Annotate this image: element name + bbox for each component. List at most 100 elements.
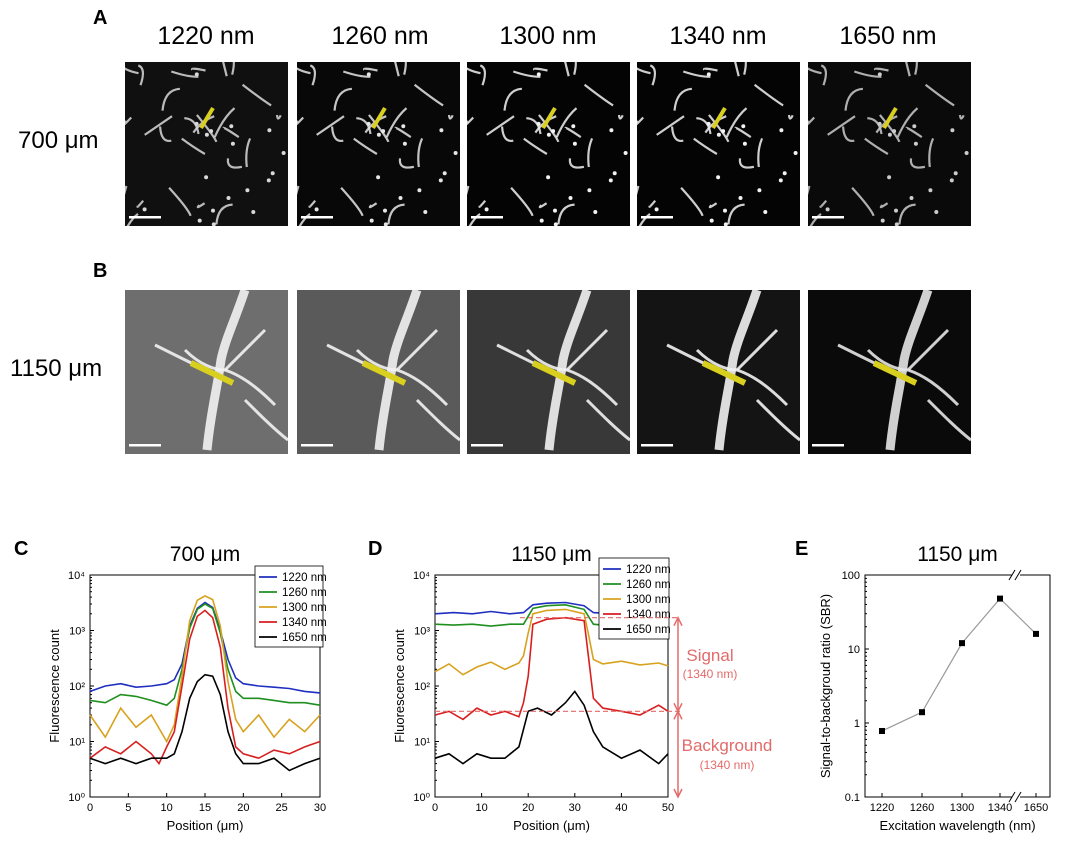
panel-label-b: B [93,260,108,282]
legend-entry: 1650 nm [626,624,671,636]
sbr-point [959,640,965,647]
sbr-point [879,727,885,734]
axis-break-mark [1014,791,1022,803]
chart-title: 1150 μm [917,543,998,566]
axis-break-mark [1014,569,1022,581]
series-line [89,601,321,694]
legend-entry: 1340 nm [282,617,327,629]
series-line [89,609,321,766]
column-header: 1220 nm [157,22,255,50]
y-tick-label: 10⁰ [68,792,85,804]
series-line [89,594,321,744]
x-axis-title: Position (μm) [513,818,590,833]
x-tick-label: 1340 [988,802,1012,814]
legend-entry: 1300 nm [626,594,671,606]
x-tick-label: 50 [662,802,674,814]
x-tick-label: 20 [237,802,249,814]
microscopy-image [125,290,288,454]
x-tick-label: 10 [161,802,173,814]
sbr-line [881,597,1037,732]
series-line [434,690,669,765]
column-header: 1340 nm [669,22,767,50]
x-tick-label: 5 [125,802,131,814]
series-line [89,603,321,707]
x-tick-label: 0 [87,802,93,814]
column-header: 1650 nm [839,22,937,50]
microscopy-image [808,290,971,454]
x-tick-label: 25 [276,802,288,814]
plot-frame [864,574,1051,798]
y-tick-label: 10 [848,644,860,656]
legend-entry: 1300 nm [282,602,327,614]
axis-break-mark [1008,569,1016,581]
y-tick-label: 100 [842,570,860,582]
sbr-point [919,709,925,716]
legend-entry: 1340 nm [626,609,671,621]
x-tick-label: 10 [475,802,487,814]
arrow-head [673,709,683,720]
y-tick-label: 10² [69,681,85,693]
background-sublabel: (1340 nm) [700,758,755,772]
y-axis-title: Fluorescence count [47,629,62,743]
legend-entry: 1260 nm [626,579,671,591]
x-tick-label: 1300 [950,802,974,814]
y-axis-title: Signal-to-backgroud ratio (SBR) [818,594,833,778]
x-tick-label: 1220 [870,802,894,814]
y-axis-title: Fluorescence count [392,629,407,743]
series-line [434,616,669,721]
x-tick-label: 20 [522,802,534,814]
panel-label-d: D [368,538,383,560]
arrow-head [673,788,683,799]
x-tick-label: 30 [314,802,326,814]
y-tick-label: 1 [854,718,860,730]
microscopy-image [467,62,630,226]
x-axis-title: Excitation wavelength (nm) [879,818,1035,833]
arrow-head [673,616,683,627]
microscopy-image [125,62,288,226]
panel-label-e: E [795,538,809,560]
microscopy-image [467,290,630,454]
column-header: 1300 nm [499,22,597,50]
y-tick-label: 10⁴ [413,570,430,582]
y-tick-label: 0.1 [845,792,860,804]
panel-label-a: A [93,7,108,29]
legend-entry: 1650 nm [282,632,327,644]
legend-entry: 1260 nm [282,587,327,599]
chart-title: 700 μm [170,543,240,566]
microscopy-image [808,62,971,226]
series-line [434,608,669,676]
microscopy-image [637,62,800,226]
background-label: Background [682,736,773,755]
panel-label-c: C [14,538,29,560]
sbr-point [997,595,1003,602]
y-tick-label: 10¹ [69,737,85,749]
y-tick-label: 10³ [69,626,85,638]
signal-sublabel: (1340 nm) [683,667,738,681]
x-tick-label: 15 [199,802,211,814]
column-header: 1260 nm [331,22,429,50]
legend-entry: 1220 nm [282,572,327,584]
y-tick-label: 10¹ [414,737,430,749]
chart-title: 1150 μm [511,543,592,566]
legend-entry: 1220 nm [626,564,671,576]
y-tick-label: 10⁴ [68,570,85,582]
x-axis-title: Position (μm) [167,818,244,833]
x-tick-label: 0 [432,802,438,814]
microscopy-image [297,62,460,226]
axis-break-mark [1008,791,1016,803]
axis-break-gap [1012,792,1020,802]
x-tick-label: 30 [569,802,581,814]
microscopy-image [297,290,460,454]
axis-break-gap [1012,570,1020,580]
row-header-depth: 1150 μm [10,355,103,382]
signal-label: Signal [686,646,733,665]
x-tick-label: 40 [615,802,627,814]
y-tick-label: 10⁰ [413,792,430,804]
microscopy-image [637,290,800,454]
y-tick-label: 10² [414,681,430,693]
x-tick-label: 1650 [1024,802,1048,814]
x-tick-label: 1260 [910,802,934,814]
series-line [89,673,321,772]
sbr-point [1033,630,1039,637]
